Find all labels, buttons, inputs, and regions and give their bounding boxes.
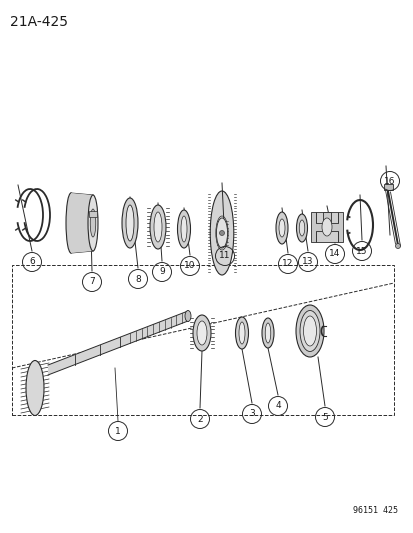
Ellipse shape xyxy=(235,317,248,349)
Ellipse shape xyxy=(210,191,233,275)
Ellipse shape xyxy=(216,218,227,248)
Ellipse shape xyxy=(261,318,273,348)
Text: 8: 8 xyxy=(135,274,140,284)
Text: 9: 9 xyxy=(159,268,164,277)
Ellipse shape xyxy=(154,212,161,242)
Text: 3: 3 xyxy=(249,409,254,418)
Ellipse shape xyxy=(238,322,244,344)
Ellipse shape xyxy=(26,360,44,416)
Ellipse shape xyxy=(265,323,270,343)
Polygon shape xyxy=(71,193,93,253)
Text: 12: 12 xyxy=(282,260,293,269)
Polygon shape xyxy=(48,311,188,375)
Text: 96151 425: 96151 425 xyxy=(352,506,397,515)
Ellipse shape xyxy=(321,218,331,236)
Text: 21A-425: 21A-425 xyxy=(10,15,68,29)
Ellipse shape xyxy=(90,209,95,237)
Ellipse shape xyxy=(197,321,206,345)
Ellipse shape xyxy=(275,212,287,244)
Ellipse shape xyxy=(177,210,190,248)
Ellipse shape xyxy=(180,216,187,242)
Ellipse shape xyxy=(278,219,284,237)
Bar xyxy=(383,184,392,190)
Ellipse shape xyxy=(192,315,211,351)
Ellipse shape xyxy=(299,220,304,236)
Text: 14: 14 xyxy=(328,249,340,259)
Ellipse shape xyxy=(66,193,76,253)
Circle shape xyxy=(219,230,224,236)
Circle shape xyxy=(394,244,399,248)
Ellipse shape xyxy=(122,198,138,248)
Ellipse shape xyxy=(296,214,307,242)
Ellipse shape xyxy=(303,316,316,346)
Text: 7: 7 xyxy=(89,278,95,287)
Text: 2: 2 xyxy=(197,415,202,424)
Ellipse shape xyxy=(126,205,134,241)
Polygon shape xyxy=(310,212,342,242)
Text: 16: 16 xyxy=(383,176,395,185)
Text: 13: 13 xyxy=(301,257,313,266)
Ellipse shape xyxy=(299,311,319,351)
Bar xyxy=(12,265,393,415)
Polygon shape xyxy=(315,212,337,242)
Ellipse shape xyxy=(295,305,323,357)
Ellipse shape xyxy=(150,205,166,249)
Text: 11: 11 xyxy=(219,252,230,261)
Text: 15: 15 xyxy=(356,246,367,255)
Text: 6: 6 xyxy=(29,257,35,266)
Text: 4: 4 xyxy=(275,401,280,410)
Text: 1: 1 xyxy=(115,426,121,435)
Text: 10: 10 xyxy=(184,262,195,271)
Ellipse shape xyxy=(185,311,190,321)
Ellipse shape xyxy=(88,195,98,251)
Bar xyxy=(89,211,97,217)
Text: 5: 5 xyxy=(321,413,327,422)
